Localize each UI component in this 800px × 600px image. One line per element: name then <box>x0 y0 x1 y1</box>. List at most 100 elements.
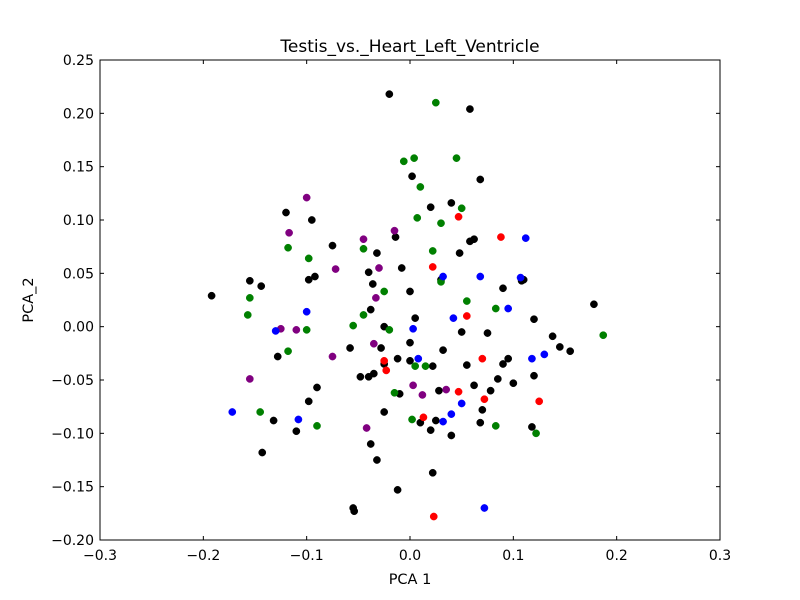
scatter-point <box>406 287 414 296</box>
scatter-point <box>599 331 608 340</box>
scatter-point <box>491 304 500 313</box>
scatter-point <box>256 408 265 416</box>
scatter-point <box>431 416 440 425</box>
scatter-point <box>428 247 437 255</box>
scatter-point <box>390 388 399 397</box>
scatter-point <box>428 362 437 370</box>
scatter-point <box>380 408 389 416</box>
scatter-point <box>257 282 266 290</box>
scatter-point <box>385 326 394 334</box>
y-tick-label: −0.15 <box>51 480 94 496</box>
scatter-point <box>313 422 321 430</box>
scatter-point <box>369 339 378 348</box>
scatter-point <box>313 383 321 392</box>
scatter-point <box>439 272 447 281</box>
scatter-point <box>271 327 280 335</box>
scatter-point <box>391 233 400 241</box>
scatter-point <box>411 362 420 370</box>
scatter-point <box>245 375 254 383</box>
scatter-point <box>476 418 485 427</box>
scatter-point <box>302 307 311 316</box>
scatter-point <box>245 294 254 302</box>
scatter-point <box>466 105 474 113</box>
scatter-point <box>462 361 471 369</box>
y-tick-label: 0.25 <box>63 53 94 69</box>
scatter-point <box>258 448 267 457</box>
scatter-point <box>397 264 406 272</box>
scatter-point <box>269 416 278 425</box>
scatter-point <box>590 300 598 309</box>
scatter-point <box>470 235 478 244</box>
scatter-point <box>273 352 282 361</box>
scatter-point <box>421 362 430 370</box>
scatter-point <box>478 354 487 363</box>
scatter-point <box>331 265 340 273</box>
scatter-point <box>476 175 485 184</box>
scatter-point <box>328 352 337 361</box>
scatter-point <box>350 507 359 516</box>
scatter-point <box>366 440 375 448</box>
scatter-point <box>207 291 216 300</box>
scatter-point <box>454 212 463 221</box>
scatter-point <box>476 272 485 281</box>
scatter-point <box>429 512 438 521</box>
scatter-point <box>493 375 502 383</box>
y-tick-label: 0.10 <box>63 213 94 229</box>
scatter-point <box>349 321 358 330</box>
ticks-layer: −0.3 −0.2 −0.1 0.0 0.1 0.2 0.3 −0.20 −0.15 −0.10 −… <box>51 53 731 564</box>
scatter-point <box>406 356 414 365</box>
y-tick-label: −0.10 <box>51 426 94 442</box>
scatter-point <box>304 275 313 284</box>
scatter-point <box>462 312 471 320</box>
scatter-point <box>368 280 377 288</box>
scatter-point <box>457 204 466 213</box>
scatter-point <box>528 354 536 363</box>
scatter-point <box>504 354 513 363</box>
scatter-point <box>530 371 538 380</box>
x-tick-label: 0.2 <box>606 548 628 564</box>
chart-title: Testis_vs._Heart_Left_Ventricle <box>279 37 539 57</box>
points-layer <box>207 90 608 521</box>
scatter-point <box>566 347 575 356</box>
scatter-point <box>413 214 422 222</box>
scatter-point <box>442 385 451 394</box>
scatter-point <box>455 249 464 257</box>
scatter-point <box>449 314 458 322</box>
scatter-point <box>426 203 435 212</box>
scatter-point <box>528 423 536 431</box>
scatter-point <box>359 311 368 319</box>
scatter-point <box>390 226 399 235</box>
scatter-point <box>478 406 487 414</box>
x-tick-label: 0.3 <box>709 548 731 564</box>
scatter-point <box>435 386 443 395</box>
x-axis-title: PCA 1 <box>389 572 432 588</box>
scatter-point <box>499 284 507 293</box>
scatter-point <box>302 193 311 202</box>
x-tick-label: −0.3 <box>83 548 117 564</box>
scatter-point <box>408 172 416 181</box>
scatter-point <box>437 219 445 228</box>
y-tick-label: 0.05 <box>63 266 94 282</box>
scatter-point <box>540 350 549 359</box>
scatter-point <box>359 235 368 244</box>
scatter-point <box>284 347 292 356</box>
y-tick-label: −0.20 <box>51 533 94 549</box>
scatter-point <box>439 417 447 426</box>
scatter-point <box>426 426 435 434</box>
x-tick-label: −0.2 <box>186 548 220 564</box>
scatter-point <box>362 424 371 432</box>
scatter-point <box>447 410 456 418</box>
scatter-point <box>480 395 489 404</box>
scatter-point <box>521 234 530 242</box>
y-tick-label: 0.15 <box>63 160 94 176</box>
scatter-point <box>285 228 293 237</box>
scatter-point <box>284 243 292 252</box>
scatter-point <box>385 90 394 98</box>
scatter-point <box>366 305 375 314</box>
scatter-point <box>294 415 303 424</box>
scatter-point <box>454 387 463 396</box>
scatter-point <box>470 381 478 390</box>
scatter-point <box>373 456 381 464</box>
